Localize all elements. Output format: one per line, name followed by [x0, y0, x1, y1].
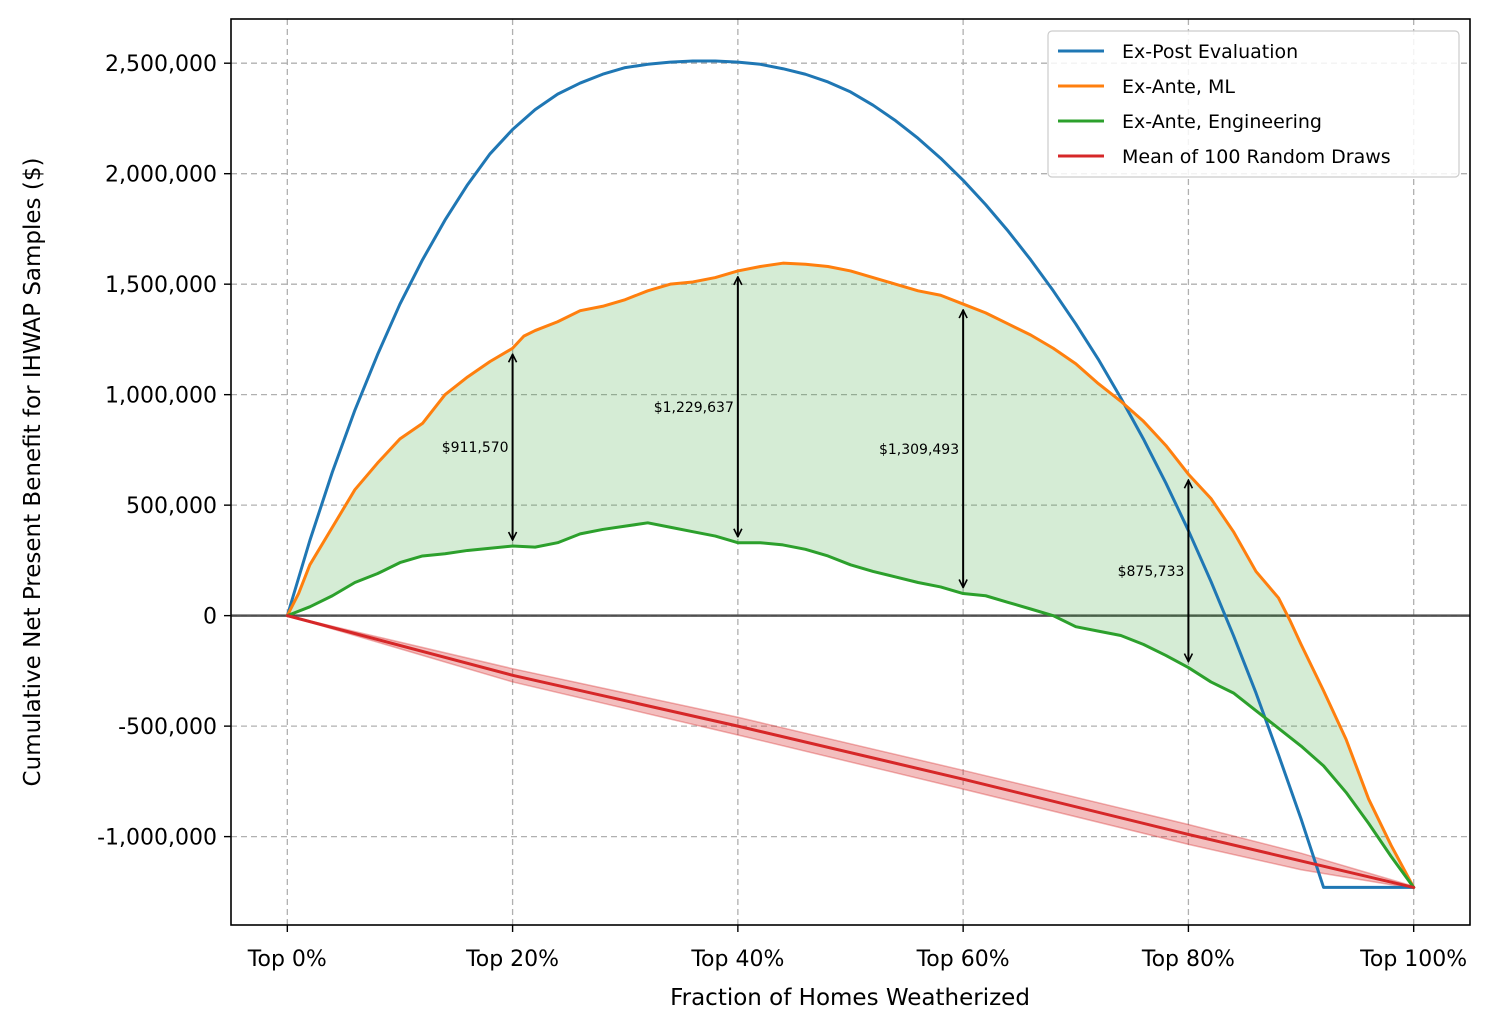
series-group — [285, 59, 1416, 890]
x-tick-label: Top 80% — [1141, 947, 1235, 972]
legend: Ex-Post Evaluation Ex-Ante, ML Ex-Ante, En… — [1047, 30, 1460, 178]
ex-ante-ml-line — [285, 261, 1416, 889]
random-draws-mean-line — [285, 614, 1416, 889]
difference-label: $1,229,637 — [654, 400, 734, 416]
x-tick-label: Top 40% — [690, 947, 784, 972]
y-tick-label: 2,000,000 — [105, 163, 217, 188]
legend-label: Ex-Ante, Engineering — [1122, 111, 1322, 133]
y-tick-label: 1,500,000 — [105, 273, 217, 298]
legend-box — [1047, 30, 1460, 178]
y-axis-ticks: -1,000,000 -500,000 0 500,000 1,000,000 1,500… — [97, 52, 231, 851]
y-tick-label: -500,000 — [118, 715, 217, 740]
ex-post-line — [285, 59, 1416, 889]
x-axis-title: Fraction of Homes Weatherized — [670, 985, 1030, 1011]
x-tick-label: Top 20% — [465, 947, 559, 972]
y-tick-label: -1,000,000 — [97, 826, 217, 851]
y-axis-title: Cumulative Net Present Benefit for IHWAP… — [20, 158, 46, 787]
legend-label: Ex-Ante, ML — [1122, 76, 1235, 98]
y-tick-label: 1,000,000 — [105, 384, 217, 409]
x-tick-label: Top 0% — [247, 947, 327, 972]
x-axis-ticks: Top 0% Top 20% Top 40% Top 60% Top 80% Top 10… — [247, 925, 1467, 972]
x-tick-label: Top 60% — [916, 947, 1010, 972]
fill-between-ml-engineering — [287, 263, 1414, 888]
y-tick-label: 500,000 — [126, 494, 217, 519]
y-tick-label: 2,500,000 — [105, 52, 217, 77]
x-tick-label: Top 100% — [1359, 947, 1467, 972]
y-tick-label: 0 — [203, 605, 217, 630]
difference-label: $911,570 — [442, 440, 509, 456]
ex-ante-engineering-line — [285, 521, 1416, 889]
difference-label: $875,733 — [1118, 564, 1185, 580]
legend-label: Ex-Post Evaluation — [1122, 41, 1298, 63]
annotations: $911,570 $1,229,637 $1,309,493 $875,733 — [442, 277, 1189, 662]
difference-label: $1,309,493 — [879, 442, 959, 458]
plot-frame — [230, 18, 1471, 926]
legend-label: Mean of 100 Random Draws — [1122, 146, 1391, 168]
